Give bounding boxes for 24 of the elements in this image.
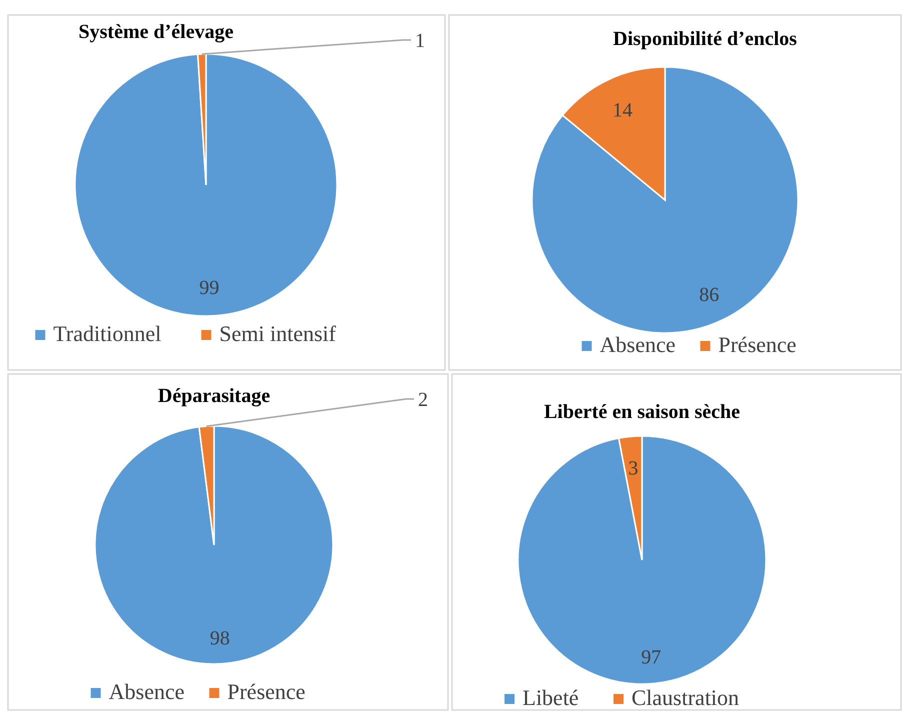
legend-label: Traditionnel: [53, 321, 162, 346]
legend-label: Absence: [108, 679, 184, 704]
chart-title: Liberté en saison sèche: [544, 401, 740, 423]
data-label: 99: [199, 277, 220, 300]
legend-label: Semi intensif: [219, 321, 337, 346]
data-label: 14: [612, 100, 633, 122]
legend-label: Libeté: [522, 685, 579, 710]
data-label: 3: [628, 457, 638, 480]
chart-title: Système d’élevage: [78, 21, 234, 43]
legend-label: Présence: [227, 679, 306, 704]
legend-label: Absence: [600, 332, 676, 357]
pie-slice: [531, 66, 799, 334]
legend-label: Claustration: [632, 685, 740, 710]
chart-title: Déparasitage: [158, 385, 270, 407]
pie-slice: [94, 425, 334, 665]
chart-title: Disponibilité d’enclos: [613, 28, 798, 50]
data-label: 2: [418, 389, 428, 411]
data-label: 97: [641, 646, 662, 668]
legend-label: Présence: [718, 332, 796, 357]
pie-slice: [517, 435, 767, 685]
data-label: 86: [699, 284, 720, 306]
data-label: 98: [210, 628, 230, 650]
pie-slice: [74, 53, 338, 317]
data-label: 1: [415, 30, 425, 52]
